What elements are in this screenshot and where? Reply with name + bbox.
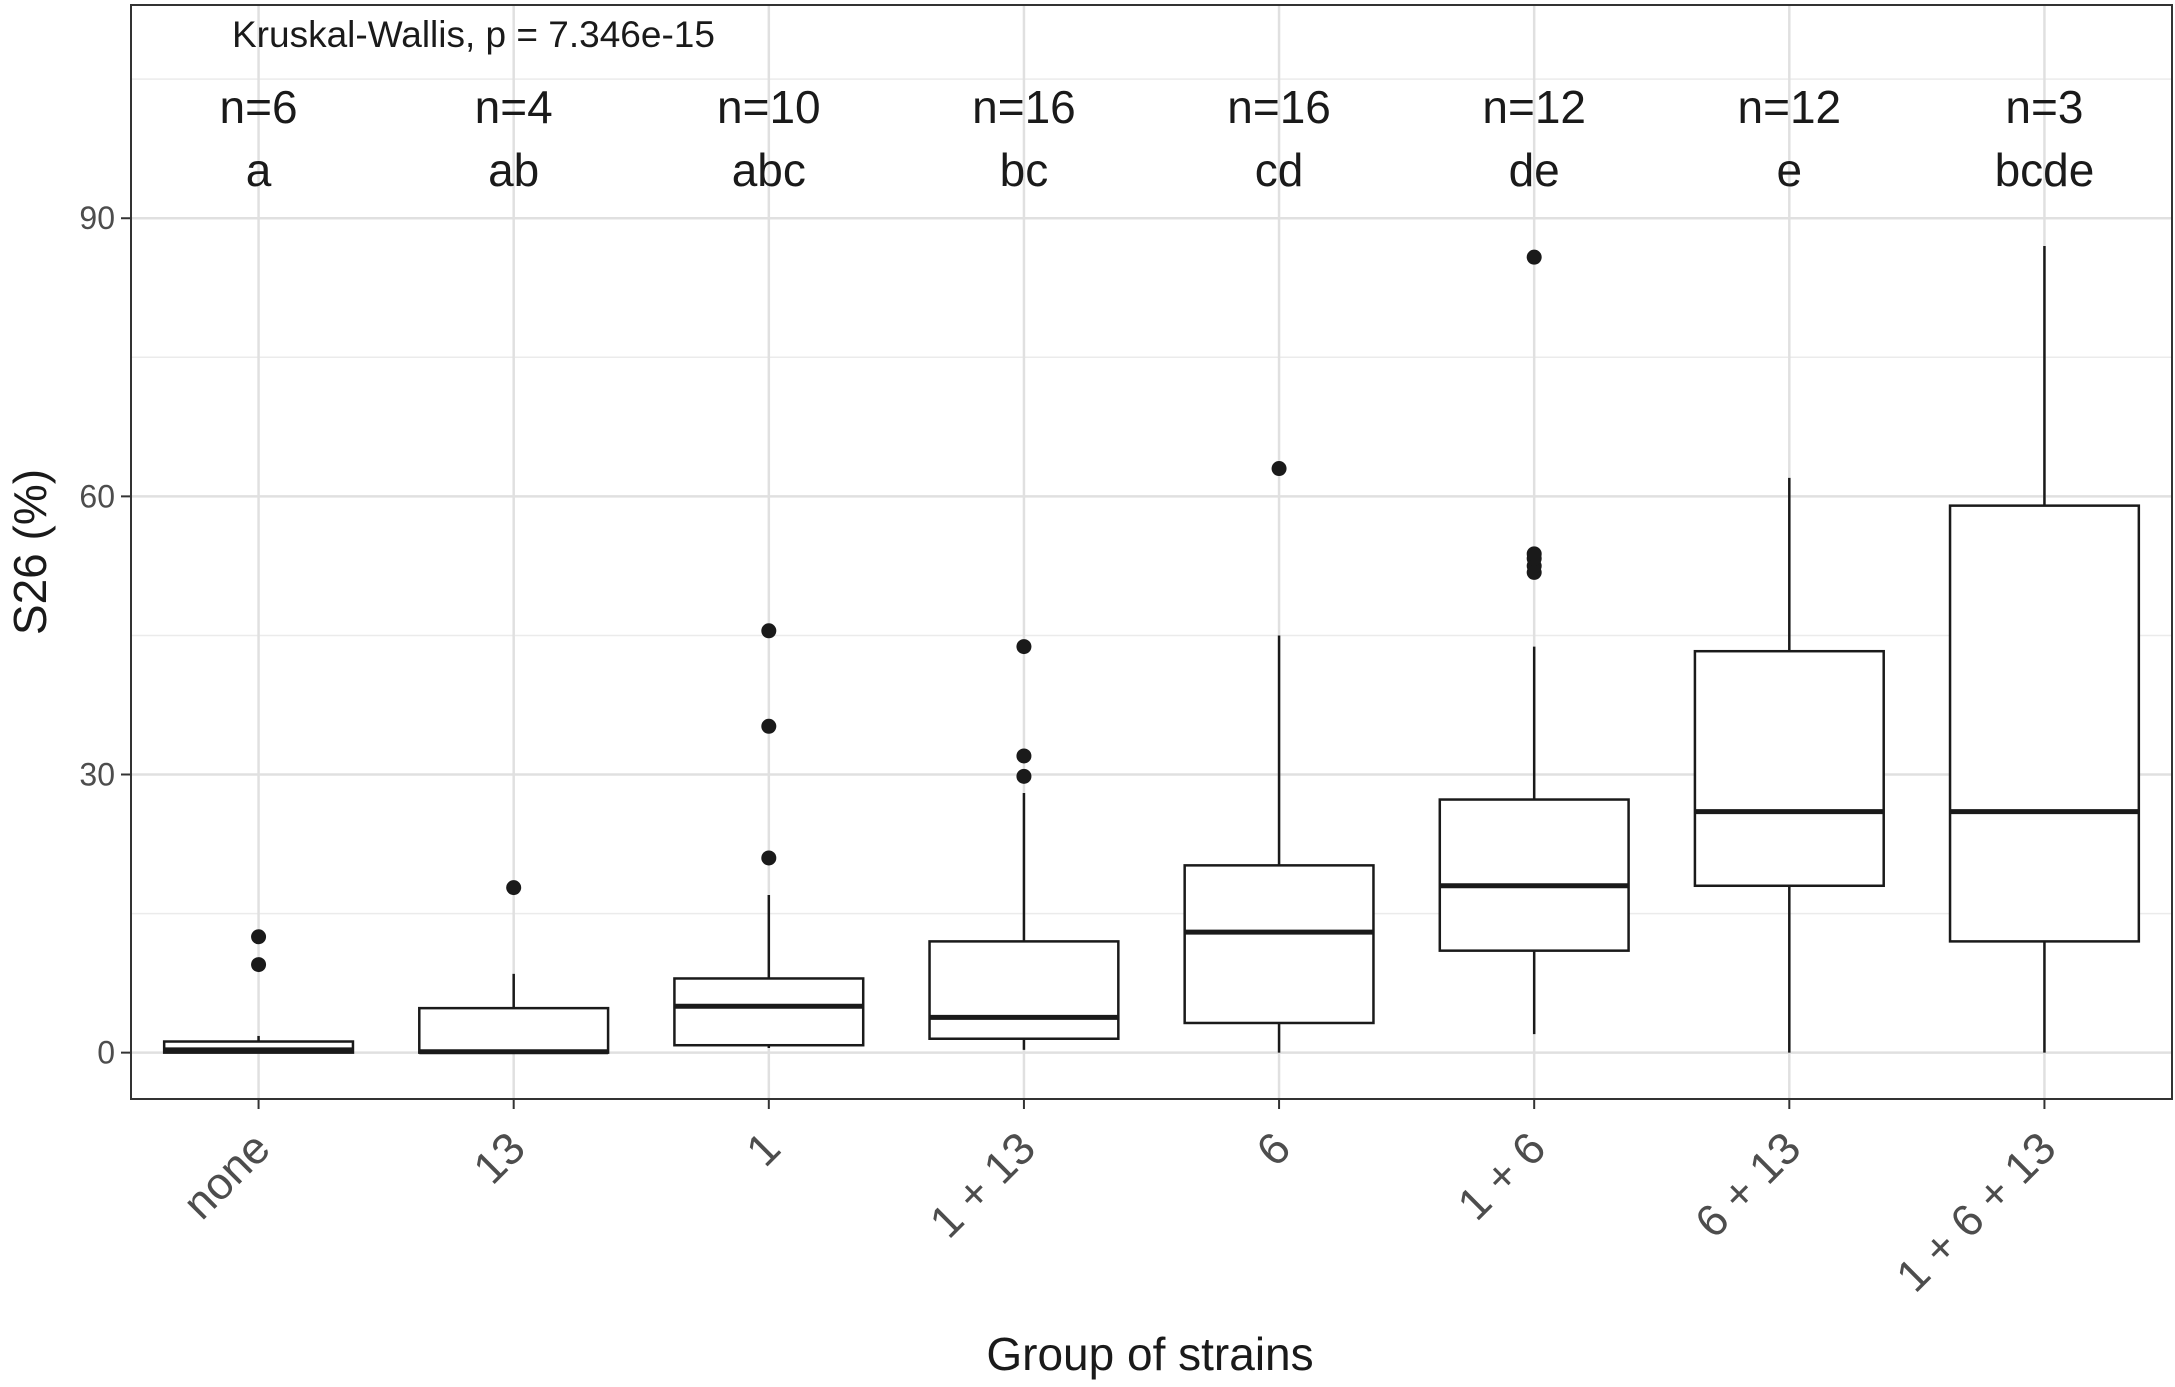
boxes bbox=[162, 246, 2141, 1055]
outlier-point bbox=[251, 957, 267, 973]
box-group bbox=[418, 880, 610, 1055]
y-tick-label: 90 bbox=[79, 200, 115, 236]
outlier-point bbox=[761, 850, 777, 866]
box bbox=[1693, 649, 1885, 888]
outlier-point bbox=[1271, 461, 1287, 477]
x-tick-label: 6 + 13 bbox=[1685, 1122, 1810, 1247]
sample-size-label: n=12 bbox=[1738, 81, 1842, 133]
x-tick-label: none bbox=[173, 1122, 280, 1229]
box bbox=[1438, 798, 1630, 952]
y-tick-label: 30 bbox=[79, 757, 115, 793]
box bbox=[928, 940, 1120, 1040]
sample-size-label: n=6 bbox=[220, 81, 298, 133]
box bbox=[418, 1006, 610, 1054]
outlier-point bbox=[1016, 639, 1032, 655]
y-tick-label: 0 bbox=[97, 1035, 115, 1071]
plot-panel-border bbox=[130, 4, 2173, 1100]
box bbox=[1948, 504, 2141, 943]
box-group bbox=[928, 639, 1120, 1050]
outlier-point bbox=[761, 623, 777, 639]
outlier-point bbox=[251, 929, 267, 945]
sample-size-label: n=4 bbox=[475, 81, 553, 133]
sample-size-label: n=3 bbox=[2005, 81, 2083, 133]
y-tick-label: 60 bbox=[79, 478, 115, 514]
group-letter-label: a bbox=[246, 144, 272, 196]
x-tick-label: 1 + 13 bbox=[920, 1122, 1045, 1247]
outlier-point bbox=[1016, 768, 1032, 784]
x-tick-label: 1 bbox=[736, 1122, 790, 1176]
test-annotation: Kruskal-Wallis, p = 7.346e-15 bbox=[232, 14, 715, 55]
group-letter-label: e bbox=[1777, 144, 1803, 196]
sample-size-label: n=12 bbox=[1482, 81, 1586, 133]
box bbox=[162, 1040, 355, 1054]
x-axis-title: Group of strains bbox=[986, 1328, 1313, 1380]
group-letter-label: bcde bbox=[1995, 144, 2095, 196]
group-letter-label: de bbox=[1509, 144, 1560, 196]
group-letter-label: ab bbox=[488, 144, 539, 196]
y-axis-title: S26 (%) bbox=[4, 469, 56, 635]
group-annotations: n=6 a n=4 ab n=10 abc n=16 bc n=16 cd n=12 de n=12 e n… bbox=[220, 81, 2095, 196]
outlier-point bbox=[1526, 546, 1542, 562]
outlier-point bbox=[1526, 249, 1542, 265]
box-group bbox=[673, 623, 865, 1049]
group-letter-label: cd bbox=[1255, 144, 1304, 196]
box bbox=[1183, 864, 1375, 1025]
sample-size-label: n=10 bbox=[717, 81, 821, 133]
x-tick-label: 1 + 6 + 13 bbox=[1886, 1122, 2065, 1301]
sample-size-label: n=16 bbox=[972, 81, 1076, 133]
sample-size-label: n=16 bbox=[1227, 81, 1331, 133]
group-letter-label: bc bbox=[1000, 144, 1049, 196]
group-letter-label: abc bbox=[732, 144, 806, 196]
y-axis: 0 30 60 90 bbox=[79, 200, 131, 1071]
x-tick-label: 6 bbox=[1246, 1122, 1300, 1176]
outlier-point bbox=[506, 880, 522, 896]
box-group bbox=[162, 929, 355, 1054]
box-group bbox=[1183, 461, 1375, 1053]
outlier-point bbox=[1016, 748, 1032, 764]
x-tick-label: 13 bbox=[463, 1122, 534, 1193]
x-tick-label: 1 + 6 bbox=[1448, 1122, 1556, 1230]
box-group bbox=[1438, 249, 1630, 1035]
x-axis: none 13 1 1 + 13 6 1 + 6 6 + 13 1 + 6 + 13 bbox=[173, 1099, 2066, 1301]
plot-panel-background bbox=[131, 5, 2172, 1099]
outlier-point bbox=[761, 718, 777, 734]
box-group bbox=[1948, 246, 2141, 1053]
box-group bbox=[1693, 477, 1885, 1053]
box bbox=[673, 977, 865, 1047]
